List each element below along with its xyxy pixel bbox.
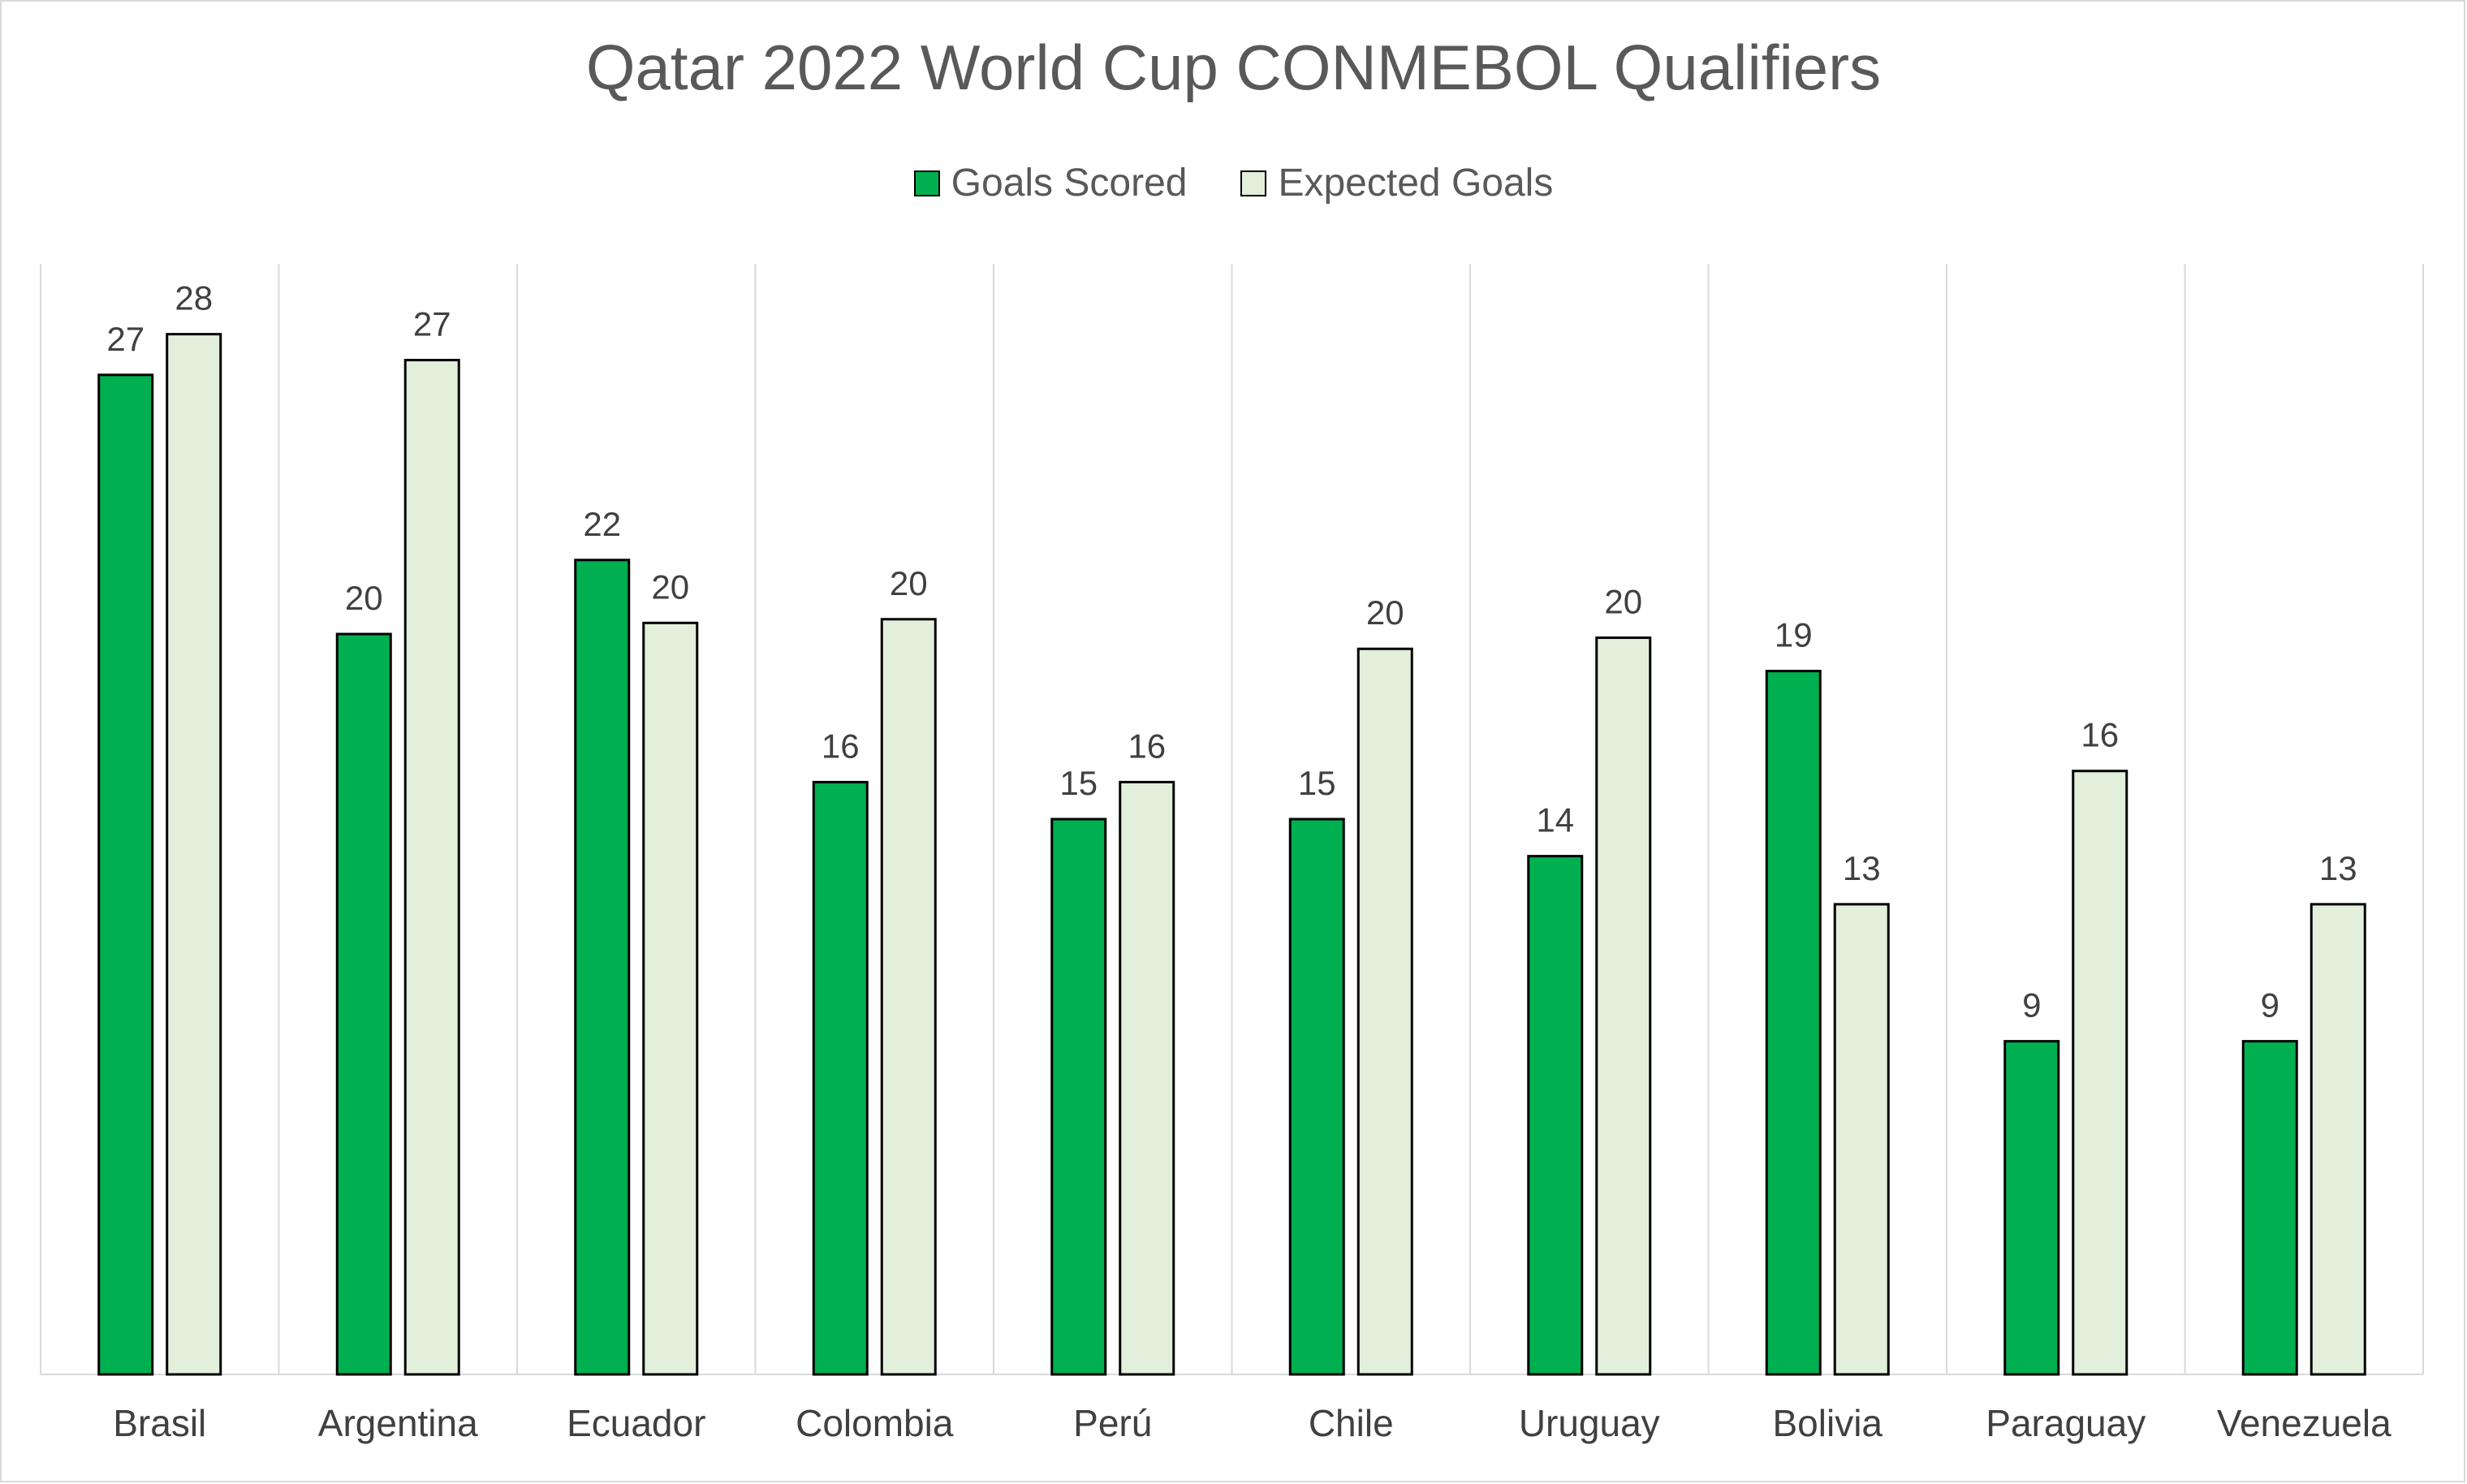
value-label-expected-goals-chile: 20: [1366, 593, 1404, 632]
bar-expected-goals-uruguay: [1595, 636, 1652, 1376]
bar-goals-scored-venezuela: [2241, 1040, 2298, 1376]
bar-expected-goals-bolivia: [1833, 903, 1890, 1376]
bar-goals-scored-uruguay: [1527, 855, 1584, 1376]
chart-title: Qatar 2022 World Cup CONMEBOL Qualifiers: [585, 32, 1882, 103]
value-label-goals-scored-chile: 15: [1298, 764, 1336, 802]
bar-goals-scored-bolivia: [1765, 670, 1822, 1376]
value-label-goals-scored-argentina: 20: [345, 579, 383, 617]
x-tick-label-colombia: Colombia: [796, 1402, 954, 1444]
bar-goals-scored-chile: [1288, 817, 1345, 1376]
value-label-expected-goals-uruguay: 20: [1604, 583, 1642, 621]
legend-label-goals-scored: Goals Scored: [951, 162, 1188, 205]
value-label-goals-scored-colombia: 16: [822, 727, 860, 765]
value-label-goals-scored-venezuela: 9: [2261, 986, 2279, 1025]
bar-expected-goals-per: [1119, 780, 1175, 1376]
value-label-goals-scored-brasil: 27: [106, 320, 144, 358]
x-tick-label-argentina: Argentina: [318, 1402, 478, 1444]
value-label-expected-goals-per: 16: [1128, 727, 1166, 765]
value-label-goals-scored-ecuador: 22: [583, 505, 621, 543]
legend-swatch-goals-scored: [913, 170, 940, 196]
x-tick-label-paraguay: Paraguay: [1986, 1402, 2146, 1444]
bar-goals-scored-per: [1050, 817, 1107, 1376]
bar-goals-scored-colombia: [812, 780, 869, 1376]
bar-expected-goals-ecuador: [642, 621, 699, 1376]
x-tick-label-bolivia: Bolivia: [1772, 1402, 1883, 1444]
x-tick-label-uruguay: Uruguay: [1519, 1402, 1660, 1444]
legend-item-goals-scored[interactable]: Goals Scored: [913, 161, 1188, 205]
legend-swatch-expected-goals: [1240, 170, 1267, 196]
value-label-expected-goals-ecuador: 20: [651, 567, 689, 606]
value-label-expected-goals-brasil: 28: [175, 279, 213, 317]
value-label-goals-scored-per: 15: [1059, 764, 1098, 802]
value-label-expected-goals-bolivia: 13: [1843, 849, 1881, 887]
bar-goals-scored-paraguay: [2003, 1040, 2060, 1376]
value-label-expected-goals-argentina: 27: [413, 305, 451, 343]
legend-item-expected-goals[interactable]: Expected Goals: [1240, 161, 1553, 205]
value-label-goals-scored-bolivia: 19: [1775, 616, 1813, 654]
x-tick-label-ecuador: Ecuador: [567, 1402, 705, 1444]
value-label-goals-scored-uruguay: 14: [1536, 801, 1574, 839]
value-label-expected-goals-venezuela: 13: [2319, 849, 2357, 887]
legend: Goals Scored Expected Goals: [0, 161, 2467, 205]
bar-expected-goals-paraguay: [2072, 770, 2128, 1376]
bar-goals-scored-argentina: [335, 632, 392, 1376]
bar-expected-goals-chile: [1356, 647, 1413, 1376]
x-tick-label-venezuela: Venezuela: [2217, 1402, 2392, 1444]
bar-expected-goals-colombia: [880, 618, 937, 1376]
bar-expected-goals-brasil: [166, 333, 222, 1376]
bar-expected-goals-argentina: [403, 359, 460, 1376]
value-label-goals-scored-paraguay: 9: [2022, 986, 2041, 1025]
bar-goals-scored-ecuador: [574, 559, 631, 1376]
x-tick-label-brasil: Brasil: [113, 1402, 206, 1444]
legend-label-expected-goals: Expected Goals: [1278, 162, 1554, 205]
x-tick-label-per: Perú: [1073, 1402, 1152, 1444]
bar-expected-goals-venezuela: [2310, 903, 2366, 1376]
bar-goals-scored-brasil: [97, 373, 154, 1376]
x-tick-label-chile: Chile: [1309, 1402, 1394, 1444]
value-label-expected-goals-paraguay: 16: [2081, 716, 2119, 754]
value-label-expected-goals-colombia: 20: [890, 564, 928, 602]
